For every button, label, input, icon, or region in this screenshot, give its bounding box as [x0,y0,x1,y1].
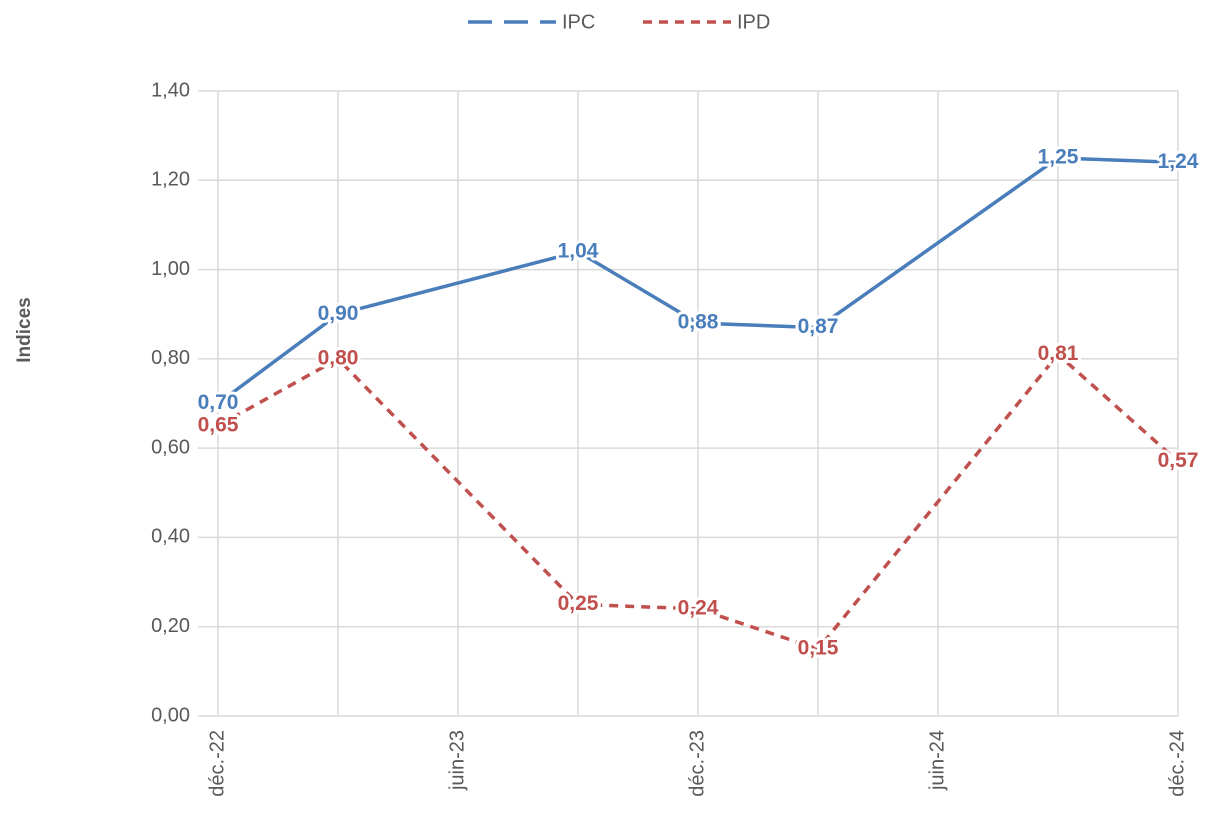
data-label: 1,25 [1038,146,1079,169]
x-tick-label: déc.-22 [206,730,228,797]
data-label: 0,88 [678,311,719,334]
y-tick-label: 0,20 [151,615,190,637]
legend-label: IPD [737,11,770,33]
y-tick-label: 0,00 [151,704,190,726]
y-tick-label: 1,40 [151,79,190,101]
y-axis-label: Indices [14,297,35,362]
y-tick-label: 0,40 [151,526,190,548]
data-label: 0,81 [1038,342,1079,365]
legend-label: IPC [562,11,595,33]
data-label: 0,87 [798,315,839,338]
y-tick-label: 0,80 [151,347,190,369]
grid [198,90,1179,717]
x-tick-label: déc.-23 [686,730,708,797]
x-tick-label: juin-24 [926,730,948,791]
data-label: 0,90 [318,302,359,325]
y-tick-label: 1,20 [151,169,190,191]
data-label: 0,25 [558,592,599,615]
data-label: 1,24 [1158,150,1199,173]
series-line [216,156,1179,405]
x-tick-label: juin-23 [446,730,468,791]
data-label: 0,65 [198,413,239,436]
data-label: 1,04 [558,239,599,262]
x-tick-label: déc.-24 [1166,730,1188,797]
data-label: 0,24 [678,596,719,619]
y-tick-label: 0,60 [151,436,190,458]
data-label: 0,70 [198,391,239,414]
data-label: 0,80 [318,346,359,369]
y-tick-label: 1,00 [151,258,190,280]
series-line [217,351,1180,652]
data-label: 0,15 [798,637,839,660]
data-label: 0,57 [1158,449,1199,472]
